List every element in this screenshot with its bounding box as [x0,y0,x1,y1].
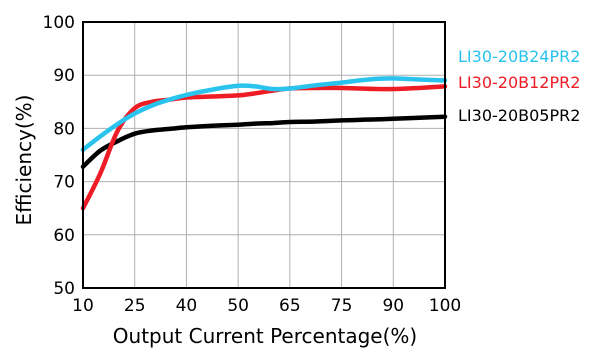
x-tick-label: 90 [382,296,404,316]
series-line-LI30-20B24PR2 [80,76,448,152]
x-tick-label: 65 [279,296,301,316]
series-line-LI30-20B05PR2 [80,114,448,169]
chart-grid [83,22,445,288]
y-tick-label: 70 [53,173,75,193]
y-tick-label: 50 [53,279,75,299]
y-tick-labels: 50 60 70 80 90 100 [43,13,75,299]
x-tick-label: 75 [331,296,353,316]
x-tick-labels: 10 25 40 50 65 75 90 100 [72,296,461,316]
x-tick-label: 40 [176,296,198,316]
x-tick-label: 10 [72,296,94,316]
y-axis-title: Efficiency(%) [12,95,36,226]
y-tick-label: 100 [43,13,75,33]
x-axis-title: Output Current Percentage(%) [113,324,417,348]
x-tick-label: 100 [429,296,461,316]
legend: LI30-20B24PR2 LI30-20B12PR2 LI30-20B05PR2 [458,47,580,125]
x-tick-label: 25 [124,296,146,316]
series-line-LI30-20B12PR2 [80,84,448,211]
legend-entry: LI30-20B24PR2 [458,47,580,66]
y-tick-label: 90 [53,66,75,86]
series-lines [80,76,448,211]
y-tick-label: 80 [53,119,75,139]
y-tick-label: 60 [53,226,75,246]
x-tick-label: 50 [227,296,249,316]
plot-frame [82,21,446,289]
legend-entry: LI30-20B05PR2 [458,106,580,125]
legend-entry: LI30-20B12PR2 [458,73,580,92]
